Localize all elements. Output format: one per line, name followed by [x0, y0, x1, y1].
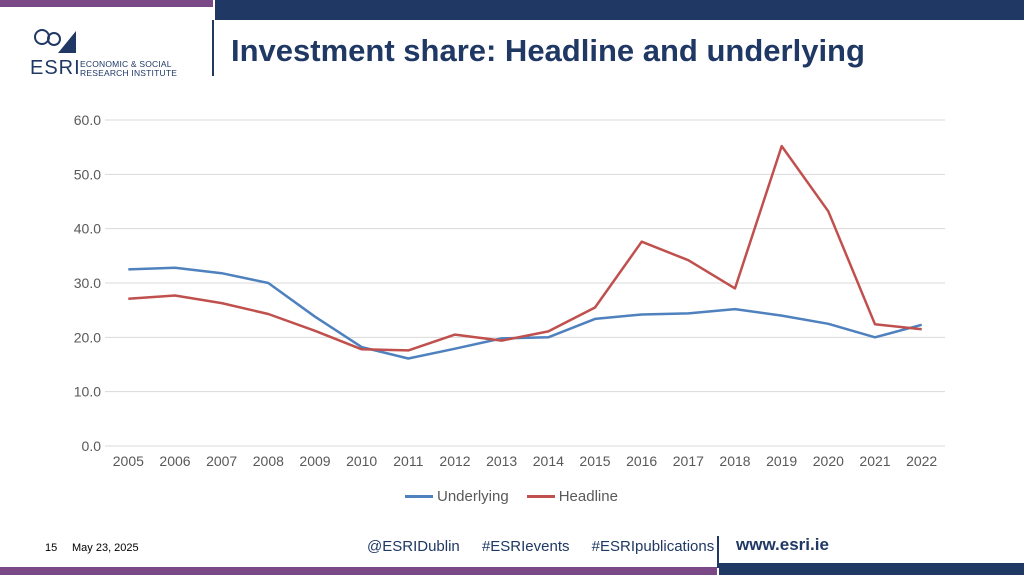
esri-logo: ESRI ECONOMIC & SOCIAL RESEARCH INSTITUT…	[30, 27, 190, 81]
bottom-accent-bar-navy	[719, 563, 1024, 575]
y-tick-label: 0.0	[82, 438, 102, 454]
legend-swatch-headline	[526, 495, 555, 498]
x-tick-label: 2005	[113, 453, 144, 469]
y-tick-label: 30.0	[74, 275, 101, 291]
logo-line2: RESEARCH INSTITUTE	[80, 68, 178, 78]
slide-date: May 23, 2025	[72, 542, 139, 554]
footer-social-handles: @ESRIDublin #ESRIevents #ESRIpublication…	[367, 538, 732, 555]
legend-label-underlying: Underlying	[437, 488, 509, 505]
slide-title: Investment share: Headline and underlyin…	[231, 33, 865, 68]
logo-line1: ECONOMIC & SOCIAL	[80, 59, 172, 69]
slide-number: 15	[45, 542, 58, 554]
title-divider	[212, 20, 214, 76]
social-handle-twitter[interactable]: @ESRIDublin	[367, 538, 460, 555]
y-tick-label: 40.0	[74, 221, 101, 237]
website-link[interactable]: www.esri.ie	[736, 535, 829, 554]
x-tick-label: 2022	[906, 453, 937, 469]
x-tick-label: 2007	[206, 453, 237, 469]
x-tick-label: 2016	[626, 453, 657, 469]
top-accent-bar-purple	[0, 0, 213, 7]
line-chart: 0.0 10.0 20.0 30.0 40.0 50.0 60.0 2005 2006 2007 2…	[74, 112, 945, 469]
x-tick-label: 2008	[253, 453, 284, 469]
y-tick-label: 10.0	[74, 384, 101, 400]
chart-legend: Underlying Headline	[405, 488, 618, 505]
logo-mark-icon	[34, 29, 76, 53]
series-line-headline	[128, 144, 922, 352]
x-tick-label: 2017	[673, 453, 704, 469]
x-tick-label: 2010	[346, 453, 377, 469]
footer-divider	[717, 536, 719, 568]
x-tick-label: 2011	[393, 453, 423, 469]
x-tick-label: 2020	[813, 453, 844, 469]
top-accent-bar-navy	[215, 0, 1024, 20]
x-tick-label: 2018	[719, 453, 750, 469]
x-tick-label: 2014	[533, 453, 564, 469]
bottom-accent-bar-purple	[0, 567, 717, 575]
y-tick-label: 50.0	[74, 166, 101, 182]
legend-label-headline: Headline	[558, 488, 618, 505]
x-tick-label: 2019	[766, 453, 797, 469]
social-hashtag-events[interactable]: #ESRIevents	[481, 538, 570, 555]
series-line-underlying	[128, 266, 923, 360]
y-tick-label: 20.0	[74, 329, 101, 345]
x-tick-label: 2021	[859, 453, 890, 469]
x-tick-label: 2009	[299, 453, 330, 469]
x-tick-label: 2006	[159, 453, 190, 469]
x-tick-label: 2013	[486, 453, 517, 469]
x-tick-label: 2012	[439, 453, 470, 469]
legend-item-headline: Headline	[526, 488, 618, 505]
legend-swatch-underlying	[405, 495, 433, 498]
legend-item-underlying: Underlying	[405, 488, 509, 505]
logo-abbrev: ESRI	[30, 57, 81, 79]
social-hashtag-publications[interactable]: #ESRIpublications	[591, 538, 715, 555]
x-tick-label: 2015	[579, 453, 610, 469]
y-tick-label: 60.0	[74, 112, 101, 128]
